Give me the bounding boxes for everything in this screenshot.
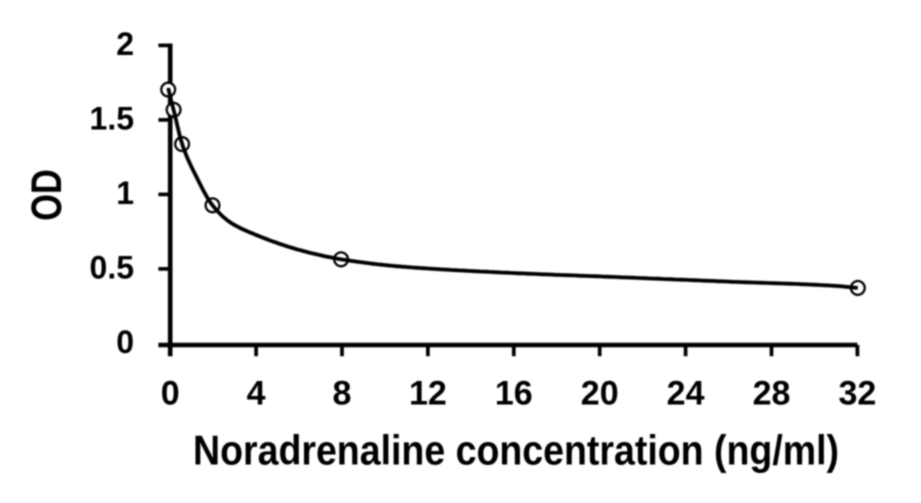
svg-text:32: 32 [838,374,876,412]
svg-text:24: 24 [667,374,705,412]
svg-text:2: 2 [116,26,134,62]
svg-text:0: 0 [116,324,134,360]
svg-text:8: 8 [333,374,352,412]
svg-text:12: 12 [409,374,447,412]
svg-text:1.5: 1.5 [90,100,134,136]
svg-text:1: 1 [116,175,134,211]
svg-text:OD: OD [23,169,71,221]
svg-text:0: 0 [161,374,180,412]
svg-text:16: 16 [495,374,533,412]
svg-text:28: 28 [753,374,791,412]
svg-text:4: 4 [247,374,266,412]
svg-text:Noradrenaline concentration (n: Noradrenaline concentration (ng/ml) [193,427,839,474]
svg-text:0.5: 0.5 [90,249,134,285]
svg-text:20: 20 [581,374,619,412]
